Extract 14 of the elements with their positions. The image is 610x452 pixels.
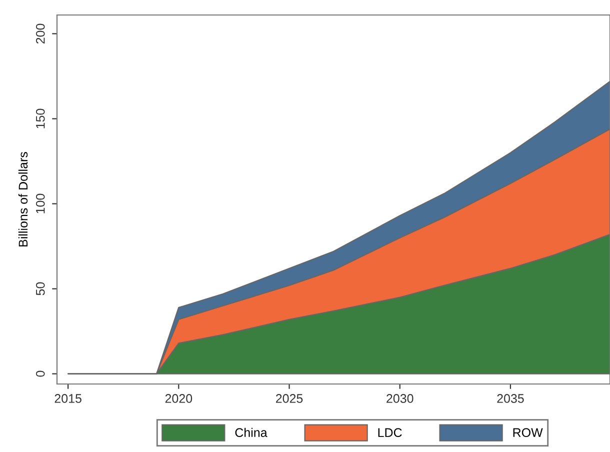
y-tick-label: 150 [36, 108, 45, 128]
x-tick-label: 2035 [497, 394, 524, 403]
legend-label: ROW [513, 428, 543, 438]
x-tick-label: 2030 [386, 394, 414, 403]
x-tick-label: 2025 [276, 394, 303, 403]
y-tick-label: 0 [36, 370, 45, 377]
y-tick-label: 200 [36, 24, 45, 44]
legend-label: LDC [378, 428, 402, 438]
x-tick-label: 2015 [54, 394, 82, 403]
y-tick-label: 100 [36, 194, 45, 214]
y-tick-label: 50 [36, 282, 45, 296]
legend-label: China [235, 428, 268, 438]
x-tick-label: 2020 [165, 394, 192, 403]
y-axis-title: Billions of Dollars [18, 152, 28, 246]
